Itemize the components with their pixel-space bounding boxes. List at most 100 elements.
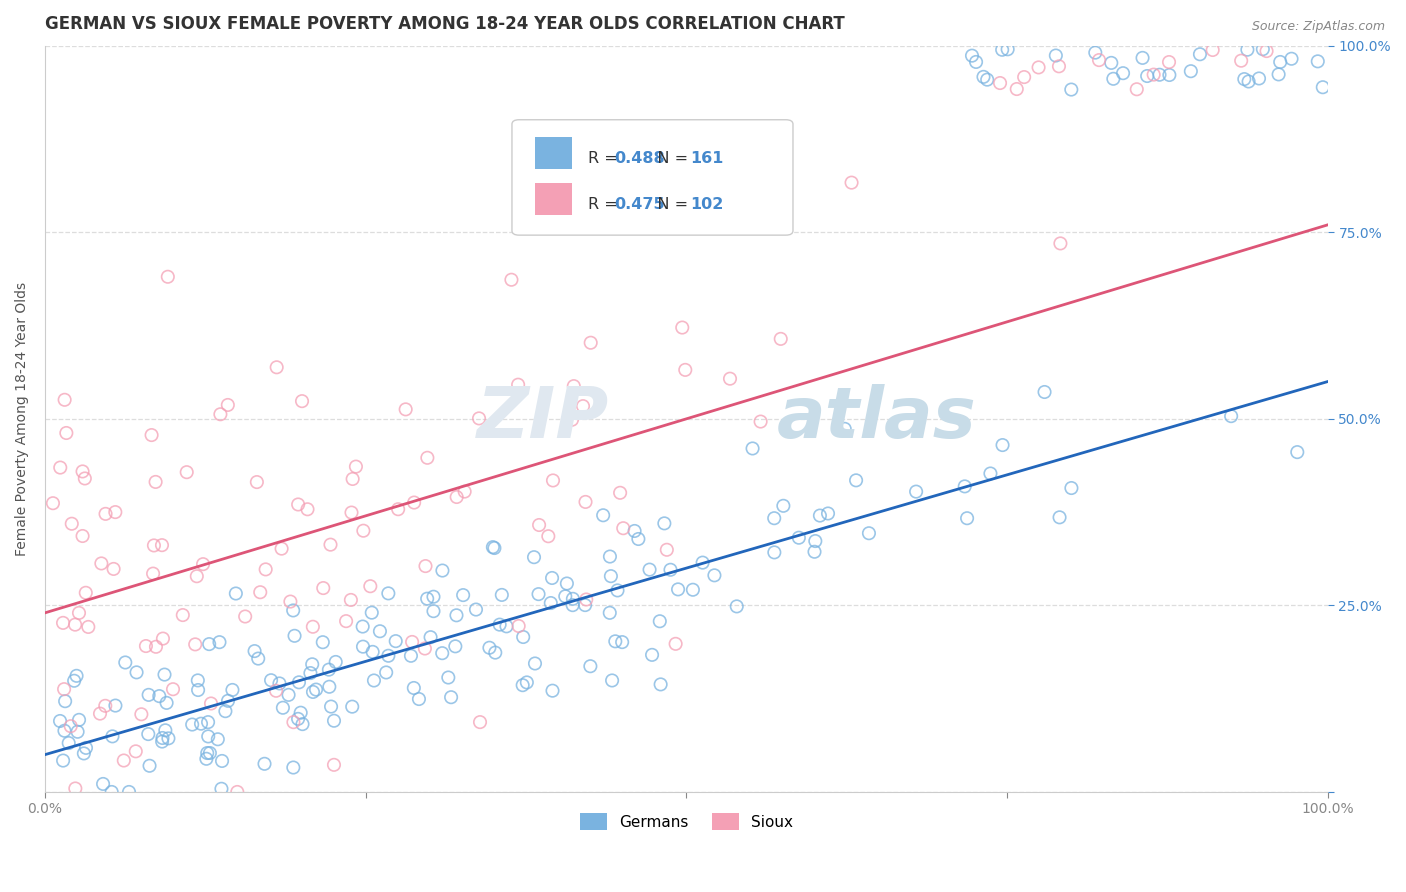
Point	[100, 785, 122, 799]
Point	[523, 550, 546, 565]
Point	[152, 731, 174, 745]
Point	[1033, 384, 1056, 399]
Point	[508, 377, 530, 392]
Point	[1099, 56, 1122, 70]
Point	[217, 694, 239, 708]
Point	[387, 502, 409, 516]
Point	[150, 538, 173, 552]
Point	[627, 532, 650, 546]
Point	[1060, 481, 1083, 495]
Point	[422, 604, 444, 618]
Point	[277, 688, 299, 702]
Point	[682, 582, 704, 597]
Point	[605, 634, 627, 648]
Point	[200, 697, 222, 711]
Text: 102: 102	[690, 196, 723, 211]
Point	[804, 534, 827, 549]
Point	[142, 538, 165, 552]
Point	[468, 411, 491, 425]
Text: 0.488: 0.488	[614, 151, 665, 166]
Point	[283, 760, 305, 774]
Point	[579, 659, 602, 673]
Point	[1306, 54, 1329, 69]
Point	[176, 465, 198, 479]
Point	[541, 683, 564, 698]
Point	[94, 507, 117, 521]
Point	[335, 614, 357, 628]
Point	[669, 137, 692, 152]
Point	[437, 671, 460, 685]
Point	[207, 732, 229, 747]
Point	[1028, 61, 1050, 75]
Point	[446, 490, 468, 504]
Point	[1286, 445, 1309, 459]
Point	[527, 518, 550, 533]
Point	[225, 586, 247, 600]
Point	[297, 502, 319, 516]
Point	[612, 521, 634, 535]
Point	[1281, 52, 1303, 66]
Point	[53, 682, 76, 697]
Point	[1237, 74, 1260, 88]
Point	[197, 730, 219, 744]
Point	[243, 644, 266, 658]
Point	[1049, 510, 1071, 524]
Point	[1270, 54, 1292, 69]
Point	[58, 736, 80, 750]
Point	[541, 571, 564, 585]
Text: Source: ZipAtlas.com: Source: ZipAtlas.com	[1251, 20, 1385, 33]
Point	[399, 648, 422, 663]
Point	[648, 614, 671, 628]
Point	[572, 399, 595, 413]
Point	[181, 717, 204, 731]
Point	[1045, 48, 1067, 62]
Point	[953, 479, 976, 493]
Point	[377, 586, 399, 600]
Point	[555, 576, 578, 591]
Point	[1136, 69, 1159, 83]
Point	[283, 603, 305, 617]
Point	[136, 727, 159, 741]
Point	[266, 360, 288, 375]
Point	[42, 496, 65, 510]
Point	[249, 585, 271, 599]
Point	[89, 706, 111, 721]
Point	[1188, 47, 1211, 62]
Point	[190, 716, 212, 731]
Text: 161: 161	[690, 151, 723, 166]
Text: 0.475: 0.475	[614, 196, 665, 211]
Point	[599, 549, 621, 564]
Point	[484, 541, 506, 555]
Point	[817, 507, 839, 521]
Point	[415, 559, 437, 574]
Point	[323, 757, 346, 772]
Point	[253, 756, 276, 771]
Point	[72, 465, 94, 479]
Point	[763, 511, 786, 525]
Point	[152, 632, 174, 646]
Point	[291, 717, 314, 731]
Point	[527, 587, 550, 601]
Y-axis label: Female Poverty Among 18-24 Year Olds: Female Poverty Among 18-24 Year Olds	[15, 282, 30, 556]
Point	[323, 714, 346, 728]
Point	[1102, 71, 1125, 86]
Point	[195, 752, 218, 766]
Point	[808, 508, 831, 523]
Point	[1112, 66, 1135, 80]
Point	[787, 531, 810, 545]
Point	[155, 723, 177, 738]
Point	[501, 273, 523, 287]
Point	[1047, 59, 1070, 73]
Point	[184, 637, 207, 651]
Point	[254, 562, 277, 576]
Point	[209, 407, 232, 421]
Point	[63, 673, 86, 688]
Point	[53, 392, 76, 407]
Point	[288, 675, 311, 690]
Text: R =: R =	[588, 151, 623, 166]
Point	[72, 529, 94, 543]
Point	[112, 754, 135, 768]
Point	[156, 269, 179, 284]
Point	[157, 731, 180, 746]
Point	[342, 472, 364, 486]
